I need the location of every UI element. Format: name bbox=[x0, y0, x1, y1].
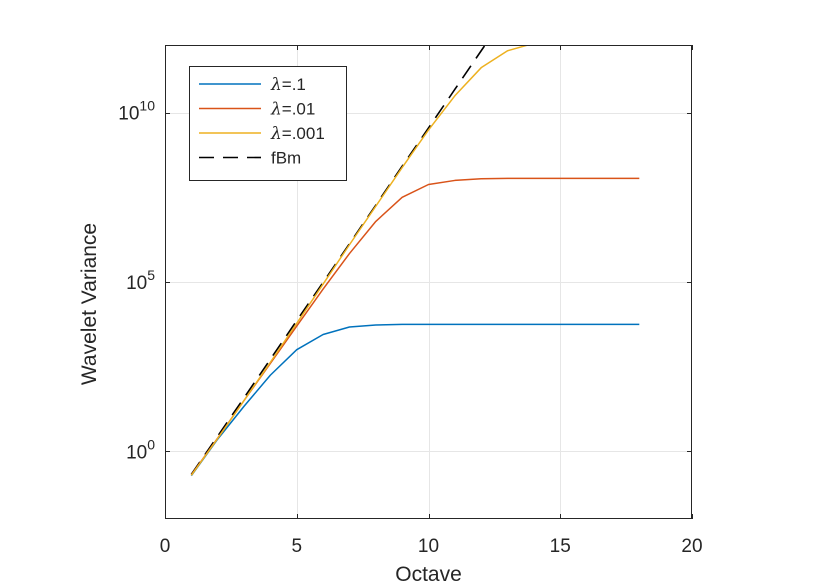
y-tick-label: 1010 bbox=[118, 98, 155, 125]
y-tick-label: 105 bbox=[126, 267, 155, 294]
y-tick-base: 10 bbox=[126, 442, 147, 463]
y-axis-label: Wavelet Variance bbox=[78, 223, 101, 385]
legend-label-0: λ=.1 bbox=[270, 75, 306, 95]
legend-label-1: λ=.01 bbox=[270, 100, 315, 120]
legend-label-2: λ=.001 bbox=[270, 124, 325, 144]
x-tick-label: 15 bbox=[550, 536, 571, 557]
x-tick-label: 20 bbox=[681, 536, 702, 557]
legend-text: fBm bbox=[271, 149, 301, 168]
plot-lines bbox=[190, 45, 640, 477]
legend-text: =.1 bbox=[282, 75, 306, 94]
legend-label-3: fBm bbox=[271, 149, 301, 168]
legend-text: =.01 bbox=[282, 100, 316, 119]
y-tick-exponent: 0 bbox=[147, 436, 155, 452]
y-tick-base: 10 bbox=[126, 273, 147, 294]
x-tick-label: 0 bbox=[160, 536, 171, 557]
y-tick-label: 100 bbox=[126, 436, 155, 463]
legend-symbol: λ bbox=[270, 75, 282, 95]
y-tick-exponent: 10 bbox=[139, 98, 155, 114]
legend-symbol: λ bbox=[270, 124, 282, 144]
legend-symbol: λ bbox=[270, 100, 282, 120]
y-tick-base: 10 bbox=[118, 104, 139, 125]
legend-box bbox=[189, 66, 347, 181]
legend-text: =.001 bbox=[282, 124, 325, 143]
x-tick-label: 5 bbox=[291, 536, 302, 557]
series-line-2 bbox=[190, 45, 531, 476]
x-tick-label: 10 bbox=[418, 536, 439, 557]
y-tick-exponent: 5 bbox=[147, 267, 155, 283]
series-line-3 bbox=[190, 45, 487, 475]
x-axis-label: Octave bbox=[395, 563, 462, 586]
series-line-0 bbox=[190, 323, 640, 477]
